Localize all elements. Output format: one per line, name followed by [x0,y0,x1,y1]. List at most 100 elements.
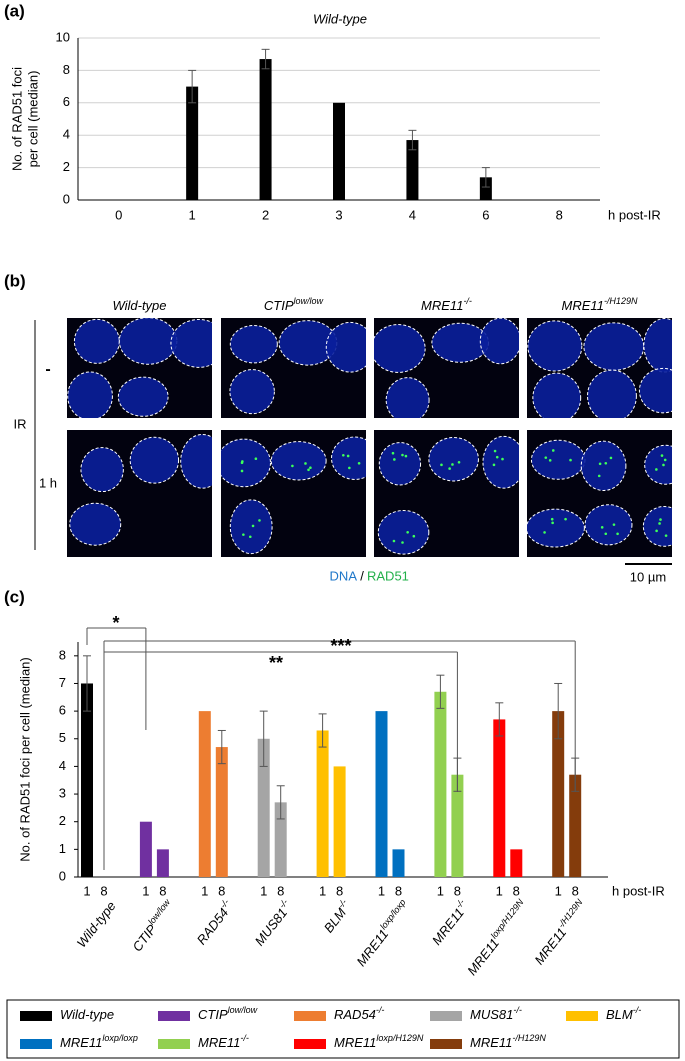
focus [564,517,567,521]
bar [333,102,345,200]
nuclei [527,439,672,548]
bar [259,59,272,201]
nuclei [377,435,519,555]
legend-swatch [430,1011,462,1021]
nucleus [69,502,122,546]
nucleus [479,318,519,365]
column-title-sup: low/low [294,296,324,306]
x-tick-label: 8 [277,883,284,898]
focus [655,529,658,533]
legend-label-sup: -/- [240,1033,249,1043]
group-label: MRE11-/- [428,897,473,948]
group-label: BLM-/- [320,897,355,935]
nucleus [117,376,169,417]
micrograph [374,430,519,557]
y-axis-label: per cell (median) [25,71,40,168]
group-label: CTIPlow/low [128,897,178,954]
focus [598,462,602,466]
nucleus [73,318,120,364]
legend-label-sup: -/- [513,1005,522,1015]
column-title: MRE11-/- [421,296,472,313]
legend-label: MRE11loxp/H129N [334,1033,424,1050]
focus [258,519,261,522]
focus [501,457,504,461]
legend-label: MRE11-/H129N [470,1033,546,1050]
y-tick-label: 4 [59,758,66,773]
focus [664,534,668,537]
nucleus [374,324,426,373]
group-label-sup: -/H129N [556,897,585,930]
nucleus [118,318,178,365]
focus [309,466,312,469]
micrograph [221,430,366,557]
focus [251,524,255,528]
focus [616,532,619,536]
y-axis-label: No. of RAD51 foci [9,67,24,171]
legend-label-base: MRE11 [60,1035,102,1050]
row-label: 1 h [39,475,57,490]
nucleus [385,377,430,418]
y-tick-label: 5 [59,730,66,745]
group-label: MRE11loxp/H129N [463,897,532,978]
legend-label-sup: -/- [633,1005,642,1015]
bar [479,177,492,200]
group-label-base: Wild-type [74,899,119,951]
x-tick-label: 1 [496,883,503,898]
nucleus [482,435,519,489]
focus [655,468,658,471]
nuclei [69,433,212,546]
nucleus [527,320,583,372]
nucleus [377,510,430,555]
bar [406,140,419,200]
group-label-base: MUS81 [252,905,291,948]
focus [392,539,396,543]
x-tick-label: 1 [142,883,149,898]
focus [248,535,252,539]
focus [604,532,608,536]
nucleus [80,447,124,493]
nucleus [325,321,366,373]
nucleus [170,319,212,368]
bar [451,774,464,877]
bar [434,691,447,877]
focus [604,461,608,465]
legend-label: CTIPlow/low [198,1005,258,1022]
focus [412,534,416,538]
legend-label: MUS81-/- [470,1005,522,1022]
focus [401,541,404,544]
bar [510,849,523,877]
x-axis-label: h post-IR [608,207,661,222]
legend-label: BLM-/- [606,1005,641,1022]
bar [156,849,169,877]
nucleus [644,444,672,485]
nucleus [331,436,366,480]
bar [274,802,287,877]
micrograph [527,318,672,418]
nucleus [180,433,212,489]
y-tick-label: 6 [63,94,70,109]
column-title: CTIPlow/low [264,296,324,313]
nucleus [643,318,672,373]
nucleus [583,322,645,371]
focus [254,457,258,461]
x-tick-label: 8 [218,883,225,898]
panel-label: (b) [4,271,26,290]
legend-box [6,999,680,1059]
legend-swatch [430,1039,462,1049]
legend-label-base: MRE11 [334,1035,376,1050]
group-label-base: CTIP [130,922,160,955]
focus [550,517,554,521]
group-label: MRE11loxp/loxp [352,897,413,969]
micrograph [527,430,672,557]
caption-sep: / [360,568,364,583]
x-tick-label: 0 [115,207,122,222]
bar [392,849,405,877]
group-label-base: RAD54 [194,905,232,947]
x-tick-label: 6 [482,207,489,222]
focus [348,466,351,470]
x-tick-label: 8 [336,883,343,898]
bar [81,683,93,877]
focus [548,459,552,462]
group-label: RAD54-/- [192,897,236,947]
